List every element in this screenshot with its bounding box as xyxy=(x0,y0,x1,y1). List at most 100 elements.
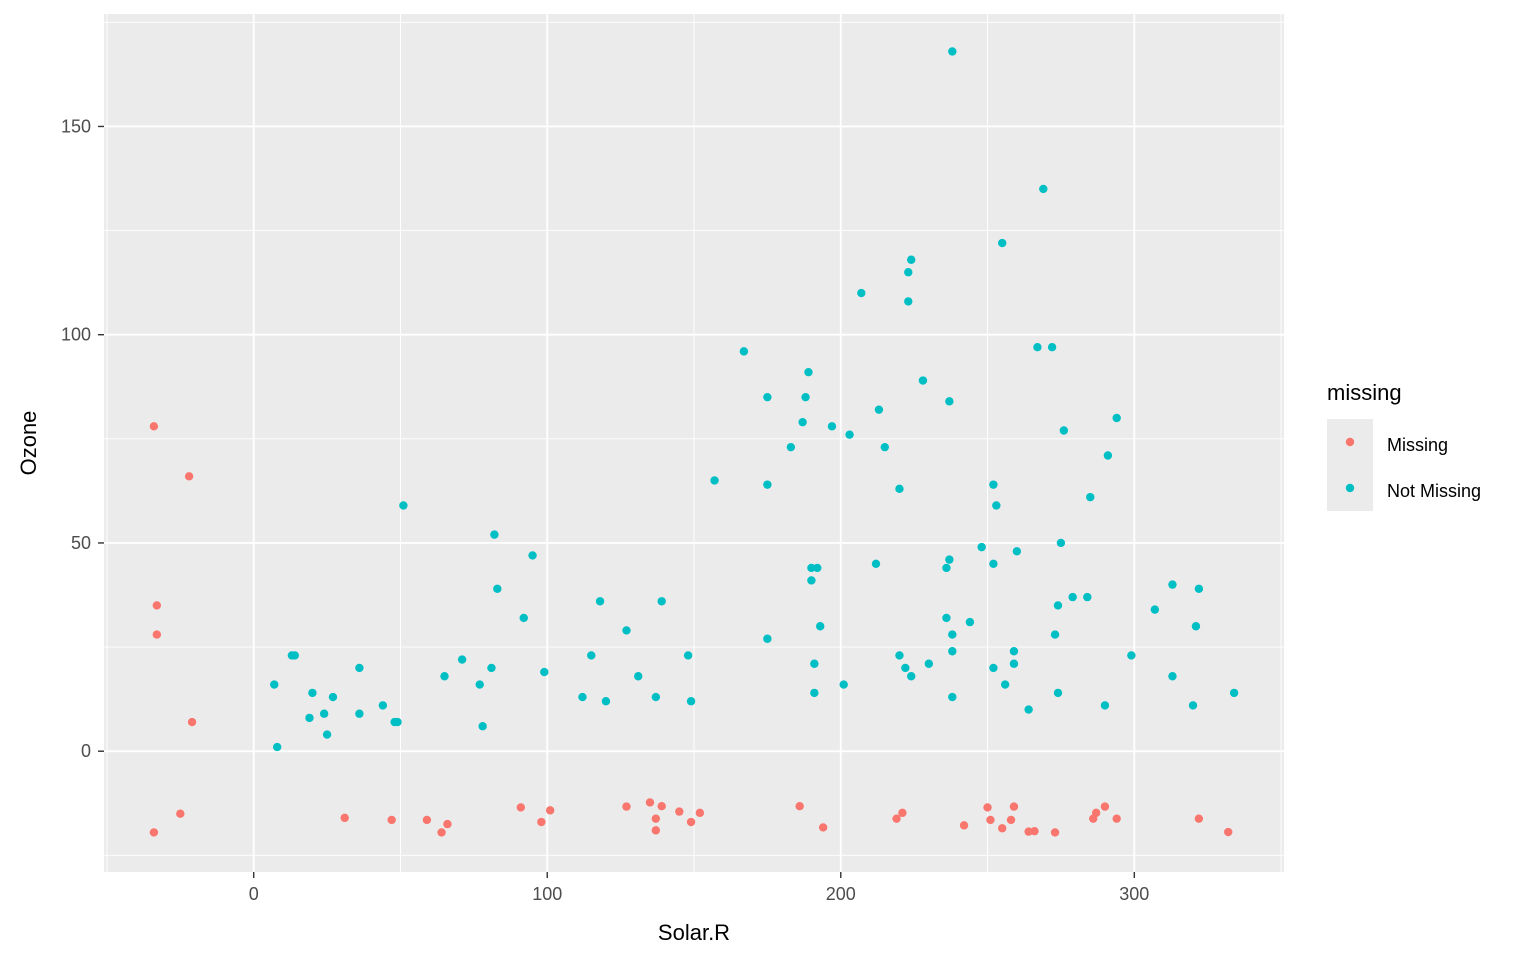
x-tick-label: 200 xyxy=(826,884,856,904)
data-point xyxy=(986,815,995,825)
data-point xyxy=(1191,622,1201,631)
data-point xyxy=(478,722,487,731)
data-point xyxy=(540,667,549,677)
data-point xyxy=(1068,592,1077,602)
data-point xyxy=(437,828,446,837)
data-point xyxy=(1030,826,1039,836)
data-point xyxy=(1091,808,1101,818)
data-point xyxy=(1188,701,1198,710)
data-point xyxy=(907,255,916,264)
data-point xyxy=(795,801,804,811)
x-axis-title: Solar.R xyxy=(658,920,730,945)
data-point xyxy=(880,442,889,452)
data-point xyxy=(149,828,159,837)
data-point xyxy=(948,630,957,639)
data-point xyxy=(827,422,837,431)
y-tick-label: 0 xyxy=(81,741,91,761)
data-point xyxy=(657,597,666,606)
data-point xyxy=(1039,184,1048,194)
data-point xyxy=(187,717,197,727)
data-point xyxy=(1006,815,1016,825)
y-tick-label: 50 xyxy=(71,533,91,553)
data-point xyxy=(945,555,954,564)
data-point xyxy=(1112,413,1121,423)
data-point xyxy=(1224,827,1233,837)
data-point xyxy=(998,824,1007,833)
data-point xyxy=(651,814,661,823)
data-point xyxy=(907,672,916,681)
data-point xyxy=(945,397,954,406)
data-point xyxy=(328,692,338,702)
data-point xyxy=(1127,651,1136,660)
legend-marker-not-missing xyxy=(1345,483,1355,493)
x-tick-labels: 0 100 200 300 xyxy=(249,884,1150,904)
data-point xyxy=(892,814,901,823)
data-point xyxy=(1009,647,1019,656)
data-point xyxy=(322,730,332,739)
data-point xyxy=(739,347,749,356)
data-point xyxy=(1168,580,1177,589)
data-point xyxy=(519,613,528,623)
data-point xyxy=(1053,688,1063,698)
minor-gridlines xyxy=(104,14,1284,872)
data-point xyxy=(1009,802,1019,811)
legend-label-missing: Missing xyxy=(1387,435,1448,455)
data-point xyxy=(989,559,998,568)
data-point xyxy=(904,268,913,277)
data-point xyxy=(1059,426,1069,435)
data-point xyxy=(475,680,484,689)
data-point xyxy=(290,651,299,660)
data-point xyxy=(184,472,194,481)
data-point xyxy=(1086,492,1095,502)
x-tick-label: 300 xyxy=(1119,884,1149,904)
data-point xyxy=(634,672,643,681)
data-point xyxy=(1083,592,1092,602)
major-gridlines xyxy=(104,14,1284,872)
data-point xyxy=(810,688,819,698)
data-point xyxy=(804,367,813,377)
data-point xyxy=(440,672,449,681)
y-tick-label: 100 xyxy=(61,325,91,345)
data-point xyxy=(904,297,913,306)
data-point xyxy=(355,709,364,718)
data-point xyxy=(763,634,772,643)
data-point xyxy=(1024,705,1033,714)
data-point xyxy=(1150,605,1160,614)
data-points xyxy=(149,47,1239,837)
data-point xyxy=(308,688,317,698)
data-point xyxy=(651,826,661,835)
legend-title: missing xyxy=(1327,380,1402,405)
data-point xyxy=(683,651,693,660)
data-point xyxy=(528,551,537,560)
data-point xyxy=(1033,343,1042,352)
legend-label-not-missing: Not Missing xyxy=(1387,481,1481,501)
data-point xyxy=(1168,672,1177,681)
data-point xyxy=(710,476,719,485)
data-point xyxy=(675,807,684,816)
data-point xyxy=(810,659,819,668)
data-point xyxy=(272,742,282,752)
data-point xyxy=(645,798,655,807)
data-point xyxy=(305,713,314,723)
data-point xyxy=(948,647,957,656)
data-point xyxy=(924,659,934,668)
data-point xyxy=(578,692,587,702)
data-point xyxy=(601,697,611,706)
data-point xyxy=(816,622,825,631)
data-point xyxy=(763,392,772,402)
data-point xyxy=(355,663,364,673)
data-point xyxy=(895,651,904,660)
data-point xyxy=(457,655,467,664)
data-point xyxy=(545,806,555,815)
data-point xyxy=(801,392,810,402)
data-point xyxy=(340,813,349,823)
data-point xyxy=(622,626,631,635)
data-point xyxy=(1047,343,1057,352)
data-point xyxy=(176,809,185,818)
data-point xyxy=(807,576,816,585)
axis-ticks xyxy=(98,125,1135,878)
data-point xyxy=(948,47,957,56)
legend-marker-missing xyxy=(1345,437,1355,447)
data-point xyxy=(686,697,696,706)
data-point xyxy=(319,709,329,718)
